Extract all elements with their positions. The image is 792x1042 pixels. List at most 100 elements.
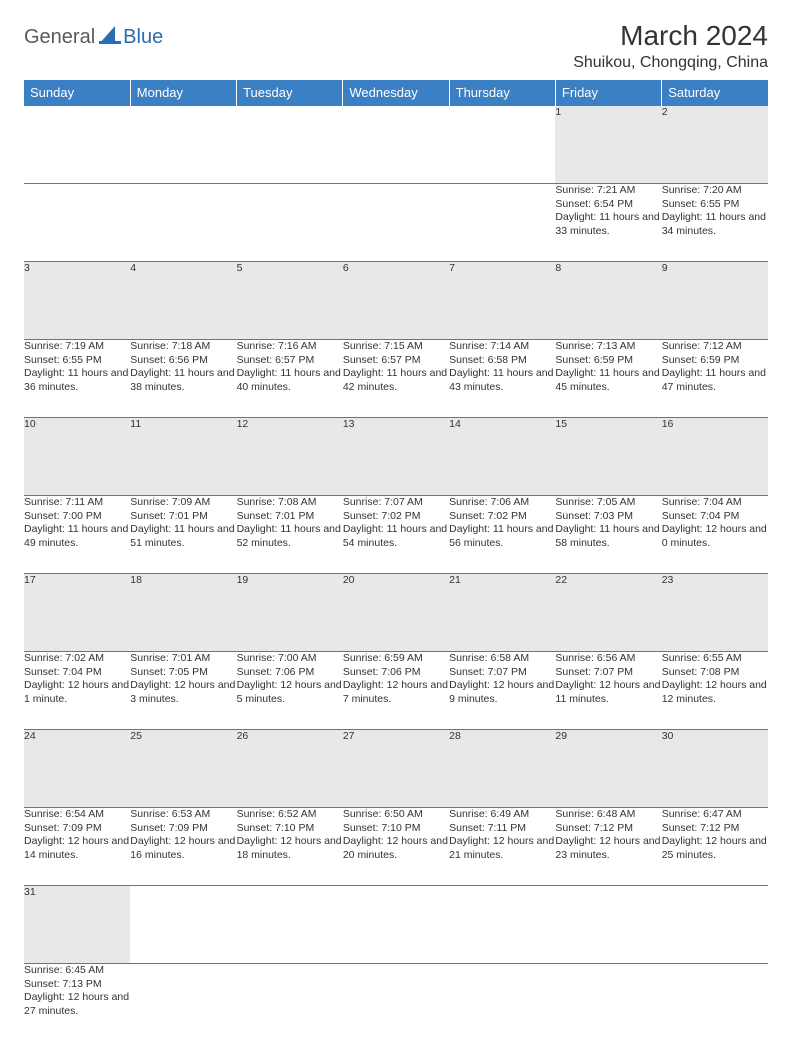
day-details: Sunrise: 6:49 AMSunset: 7:11 PMDaylight:… <box>449 808 555 863</box>
day-number-cell <box>343 886 449 964</box>
day-number-cell: 29 <box>555 730 661 808</box>
day-content-row: Sunrise: 6:45 AMSunset: 7:13 PMDaylight:… <box>24 964 768 1042</box>
day-number-cell <box>24 106 130 184</box>
day-number-cell: 23 <box>662 574 768 652</box>
day-number-row: 31 <box>24 886 768 964</box>
day-number-cell: 6 <box>343 262 449 340</box>
day-content-cell: Sunrise: 6:59 AMSunset: 7:06 PMDaylight:… <box>343 652 449 730</box>
day-content-cell: Sunrise: 7:05 AMSunset: 7:03 PMDaylight:… <box>555 496 661 574</box>
day-number-cell: 21 <box>449 574 555 652</box>
day-details: Sunrise: 6:58 AMSunset: 7:07 PMDaylight:… <box>449 652 555 707</box>
day-details: Sunrise: 7:13 AMSunset: 6:59 PMDaylight:… <box>555 340 661 395</box>
day-details: Sunrise: 7:16 AMSunset: 6:57 PMDaylight:… <box>237 340 343 395</box>
day-content-cell: Sunrise: 6:52 AMSunset: 7:10 PMDaylight:… <box>237 808 343 886</box>
day-content-cell <box>237 184 343 262</box>
logo-text-blue: Blue <box>123 26 163 49</box>
weekday-header: Thursday <box>449 80 555 106</box>
day-content-cell: Sunrise: 7:12 AMSunset: 6:59 PMDaylight:… <box>662 340 768 418</box>
day-content-cell: Sunrise: 6:48 AMSunset: 7:12 PMDaylight:… <box>555 808 661 886</box>
day-content-cell: Sunrise: 6:47 AMSunset: 7:12 PMDaylight:… <box>662 808 768 886</box>
day-number-cell: 19 <box>237 574 343 652</box>
day-content-row: Sunrise: 7:21 AMSunset: 6:54 PMDaylight:… <box>24 184 768 262</box>
day-content-cell: Sunrise: 7:21 AMSunset: 6:54 PMDaylight:… <box>555 184 661 262</box>
day-number-cell <box>343 106 449 184</box>
location: Shuikou, Chongqing, China <box>573 54 768 72</box>
day-number-cell: 16 <box>662 418 768 496</box>
day-content-cell: Sunrise: 7:06 AMSunset: 7:02 PMDaylight:… <box>449 496 555 574</box>
day-number-cell: 26 <box>237 730 343 808</box>
day-number-cell: 24 <box>24 730 130 808</box>
day-content-cell: Sunrise: 7:07 AMSunset: 7:02 PMDaylight:… <box>343 496 449 574</box>
day-details: Sunrise: 7:19 AMSunset: 6:55 PMDaylight:… <box>24 340 130 395</box>
day-details: Sunrise: 7:06 AMSunset: 7:02 PMDaylight:… <box>449 496 555 551</box>
logo: General Blue <box>24 20 163 49</box>
day-content-cell: Sunrise: 7:16 AMSunset: 6:57 PMDaylight:… <box>237 340 343 418</box>
day-content-cell: Sunrise: 6:55 AMSunset: 7:08 PMDaylight:… <box>662 652 768 730</box>
day-number-cell <box>237 886 343 964</box>
day-number-row: 12 <box>24 106 768 184</box>
day-details: Sunrise: 7:07 AMSunset: 7:02 PMDaylight:… <box>343 496 449 551</box>
day-details: Sunrise: 7:20 AMSunset: 6:55 PMDaylight:… <box>662 184 768 239</box>
day-content-cell: Sunrise: 7:02 AMSunset: 7:04 PMDaylight:… <box>24 652 130 730</box>
day-details: Sunrise: 6:45 AMSunset: 7:13 PMDaylight:… <box>24 964 130 1019</box>
day-content-row: Sunrise: 6:54 AMSunset: 7:09 PMDaylight:… <box>24 808 768 886</box>
day-number-cell: 4 <box>130 262 236 340</box>
day-number-cell: 28 <box>449 730 555 808</box>
day-number-cell: 25 <box>130 730 236 808</box>
weekday-header: Wednesday <box>343 80 449 106</box>
day-content-row: Sunrise: 7:11 AMSunset: 7:00 PMDaylight:… <box>24 496 768 574</box>
day-details: Sunrise: 6:47 AMSunset: 7:12 PMDaylight:… <box>662 808 768 863</box>
day-content-cell <box>237 964 343 1042</box>
day-details: Sunrise: 7:09 AMSunset: 7:01 PMDaylight:… <box>130 496 236 551</box>
weekday-header-row: SundayMondayTuesdayWednesdayThursdayFrid… <box>24 80 768 106</box>
day-content-cell: Sunrise: 7:15 AMSunset: 6:57 PMDaylight:… <box>343 340 449 418</box>
day-number-cell <box>237 106 343 184</box>
day-details: Sunrise: 7:14 AMSunset: 6:58 PMDaylight:… <box>449 340 555 395</box>
day-content-cell: Sunrise: 7:01 AMSunset: 7:05 PMDaylight:… <box>130 652 236 730</box>
day-number-cell: 15 <box>555 418 661 496</box>
day-content-cell: Sunrise: 6:58 AMSunset: 7:07 PMDaylight:… <box>449 652 555 730</box>
day-content-cell: Sunrise: 7:00 AMSunset: 7:06 PMDaylight:… <box>237 652 343 730</box>
day-content-cell: Sunrise: 6:50 AMSunset: 7:10 PMDaylight:… <box>343 808 449 886</box>
day-content-cell: Sunrise: 6:54 AMSunset: 7:09 PMDaylight:… <box>24 808 130 886</box>
day-content-row: Sunrise: 7:19 AMSunset: 6:55 PMDaylight:… <box>24 340 768 418</box>
logo-sail-icon <box>99 26 121 49</box>
day-details: Sunrise: 7:01 AMSunset: 7:05 PMDaylight:… <box>130 652 236 707</box>
day-content-cell <box>343 184 449 262</box>
day-number-cell: 20 <box>343 574 449 652</box>
day-content-cell <box>343 964 449 1042</box>
day-content-cell: Sunrise: 6:49 AMSunset: 7:11 PMDaylight:… <box>449 808 555 886</box>
weekday-header: Monday <box>130 80 236 106</box>
day-details: Sunrise: 7:05 AMSunset: 7:03 PMDaylight:… <box>555 496 661 551</box>
weekday-header: Saturday <box>662 80 768 106</box>
day-content-cell: Sunrise: 7:11 AMSunset: 7:00 PMDaylight:… <box>24 496 130 574</box>
day-number-cell: 2 <box>662 106 768 184</box>
day-number-cell <box>449 886 555 964</box>
title-block: March 2024 Shuikou, Chongqing, China <box>573 20 768 72</box>
day-number-cell <box>662 886 768 964</box>
day-content-cell <box>24 184 130 262</box>
day-details: Sunrise: 7:15 AMSunset: 6:57 PMDaylight:… <box>343 340 449 395</box>
day-number-cell: 3 <box>24 262 130 340</box>
day-details: Sunrise: 6:59 AMSunset: 7:06 PMDaylight:… <box>343 652 449 707</box>
day-number-cell: 14 <box>449 418 555 496</box>
day-number-cell: 9 <box>662 262 768 340</box>
day-number-cell <box>130 886 236 964</box>
day-number-cell <box>449 106 555 184</box>
day-content-cell: Sunrise: 7:14 AMSunset: 6:58 PMDaylight:… <box>449 340 555 418</box>
day-number-cell: 30 <box>662 730 768 808</box>
day-content-cell <box>662 964 768 1042</box>
day-content-cell: Sunrise: 7:04 AMSunset: 7:04 PMDaylight:… <box>662 496 768 574</box>
logo-text-general: General <box>24 26 95 49</box>
day-number-cell: 18 <box>130 574 236 652</box>
day-details: Sunrise: 6:50 AMSunset: 7:10 PMDaylight:… <box>343 808 449 863</box>
day-content-cell: Sunrise: 7:19 AMSunset: 6:55 PMDaylight:… <box>24 340 130 418</box>
day-content-cell <box>130 184 236 262</box>
day-details: Sunrise: 6:56 AMSunset: 7:07 PMDaylight:… <box>555 652 661 707</box>
calendar-table: SundayMondayTuesdayWednesdayThursdayFrid… <box>24 80 768 1042</box>
day-number-cell: 7 <box>449 262 555 340</box>
day-number-cell: 13 <box>343 418 449 496</box>
weekday-header: Tuesday <box>237 80 343 106</box>
day-details: Sunrise: 6:55 AMSunset: 7:08 PMDaylight:… <box>662 652 768 707</box>
calendar-body: 12Sunrise: 7:21 AMSunset: 6:54 PMDayligh… <box>24 106 768 1042</box>
